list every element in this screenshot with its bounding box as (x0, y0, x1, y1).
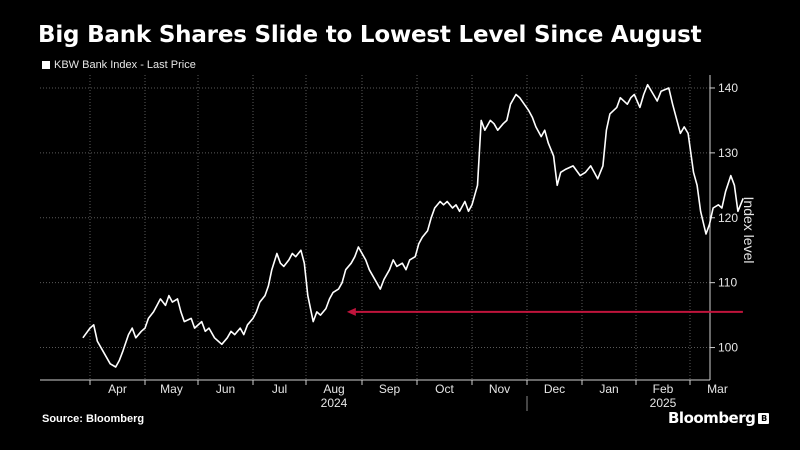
y-tick-label: 140 (718, 81, 738, 95)
source-note: Source: Bloomberg (42, 413, 145, 425)
x-tick-label: Jun (216, 382, 235, 396)
y-tick-label: 110 (718, 276, 737, 290)
x-tick-label: Nov (489, 382, 510, 396)
series-line-kbw-bank-index (82, 83, 744, 368)
x-year-label: 2024 (321, 396, 348, 410)
y-axis-title: Index level (741, 197, 757, 264)
x-tick-label: Mar (707, 382, 728, 396)
brand-logo: Bloomberg B (668, 409, 770, 427)
x-tick-label: Feb (653, 382, 674, 396)
y-tick-label: 100 (718, 341, 738, 355)
x-tick-label: Aug (323, 382, 344, 396)
x-tick-label: Dec (544, 382, 565, 396)
annotation-arrow-head (346, 307, 356, 316)
x-tick-label: Sep (379, 382, 401, 396)
x-tick-label: Jul (272, 382, 287, 396)
y-tick-label: 120 (718, 211, 738, 225)
legend-swatch (42, 61, 50, 69)
legend: KBW Bank Index - Last Price (42, 59, 196, 71)
x-tick-label: Oct (435, 382, 454, 396)
x-year-label: 2025 (650, 396, 677, 410)
x-tick-label: Jan (599, 382, 618, 396)
legend-label: KBW Bank Index - Last Price (54, 59, 196, 71)
x-tick-label: Apr (108, 382, 127, 396)
brand-name: Bloomberg (668, 409, 756, 427)
y-tick-label: 130 (718, 146, 738, 160)
x-tick-label: May (160, 382, 183, 396)
bloomberg-logo-icon: B (758, 412, 770, 424)
chart-title: Big Bank Shares Slide to Lowest Level Si… (38, 22, 702, 48)
